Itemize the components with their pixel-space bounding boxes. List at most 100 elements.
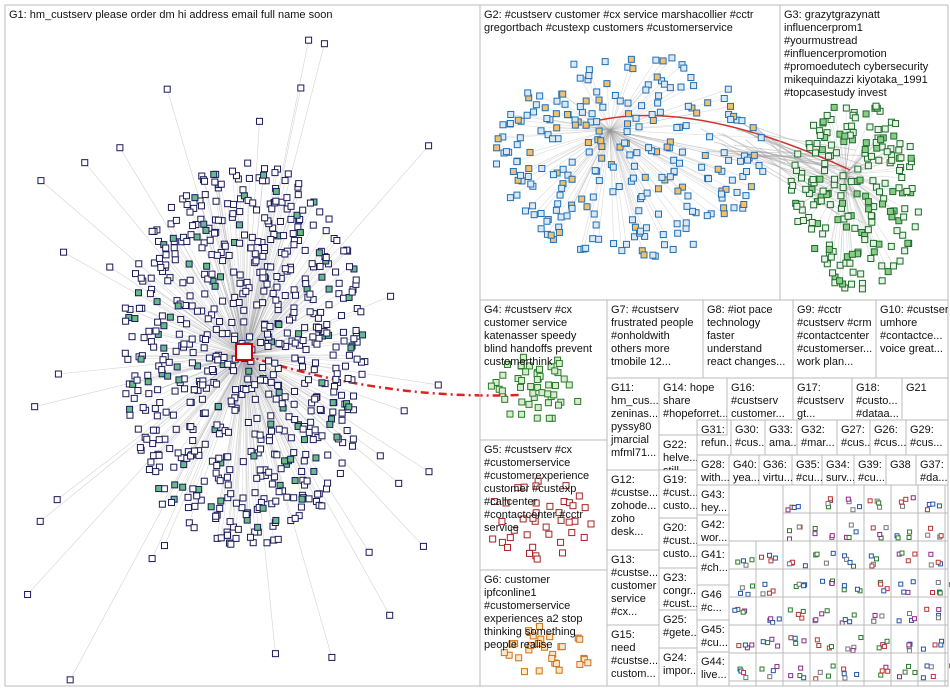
edge [583, 129, 611, 250]
node [172, 347, 180, 355]
node [311, 426, 319, 434]
node [217, 273, 225, 281]
node [740, 609, 746, 615]
node [899, 231, 907, 239]
edge [609, 59, 657, 131]
node [559, 165, 567, 173]
node [271, 650, 279, 658]
node [930, 501, 936, 507]
node [750, 583, 756, 589]
node [152, 327, 160, 335]
edge [609, 95, 616, 131]
node [682, 122, 690, 130]
group-label: #contactcenter #cctr [484, 509, 583, 521]
node [149, 426, 157, 434]
node [266, 322, 274, 330]
edge [609, 129, 741, 162]
node [563, 212, 571, 220]
node [722, 185, 730, 193]
edge [178, 305, 246, 356]
node [316, 262, 324, 270]
node [213, 421, 221, 429]
group-label: #cus... [735, 437, 767, 449]
node [585, 148, 593, 156]
node [358, 370, 366, 378]
node [226, 518, 234, 526]
node [517, 171, 525, 179]
node [825, 152, 833, 160]
group-label: G28: [701, 459, 725, 471]
node [660, 80, 668, 88]
node [626, 151, 634, 159]
node [339, 328, 347, 336]
node [340, 247, 348, 255]
node [868, 218, 876, 226]
node [503, 360, 511, 368]
node [827, 496, 833, 502]
node [903, 496, 909, 502]
node [147, 458, 155, 466]
node [867, 254, 875, 262]
node [516, 383, 524, 391]
node [564, 171, 572, 179]
node [174, 302, 182, 310]
node [652, 56, 660, 64]
node [877, 504, 883, 510]
group-label: katenasser speedy [484, 330, 577, 342]
node [889, 262, 897, 270]
node [267, 263, 275, 271]
node [214, 356, 222, 364]
node [677, 83, 685, 91]
node [273, 451, 281, 459]
node [889, 188, 897, 196]
node [139, 404, 147, 412]
node [898, 581, 904, 587]
node [693, 109, 701, 117]
node [847, 178, 855, 186]
edge [162, 354, 246, 361]
node [839, 183, 847, 191]
node [743, 675, 749, 681]
group-label: G13: [611, 554, 635, 566]
edge [830, 119, 846, 176]
edge [244, 354, 255, 533]
node [938, 642, 944, 648]
node [502, 148, 510, 156]
node [680, 64, 688, 72]
node [31, 403, 39, 411]
node [876, 188, 884, 196]
node [273, 283, 281, 291]
node [841, 583, 847, 589]
node [850, 563, 856, 569]
edge [150, 354, 246, 463]
edge [747, 153, 839, 158]
group-label: tmobile 12... [611, 356, 671, 368]
node [841, 132, 849, 140]
node [245, 174, 253, 182]
node [538, 165, 546, 173]
node [737, 157, 745, 165]
node [914, 208, 922, 216]
node [576, 74, 584, 82]
node [183, 237, 191, 245]
group-label: refun... [701, 437, 735, 449]
node [529, 389, 537, 397]
node [186, 208, 194, 216]
node [174, 449, 182, 457]
node [140, 334, 148, 342]
node [527, 180, 535, 188]
node [851, 612, 857, 618]
node [163, 85, 171, 93]
node [853, 529, 859, 535]
node [742, 192, 750, 200]
edge [176, 300, 246, 356]
node [195, 451, 203, 459]
node [315, 334, 323, 342]
group-label: G12: [611, 474, 635, 486]
node [767, 674, 773, 680]
node [518, 398, 526, 406]
edge [735, 127, 822, 161]
node [232, 172, 240, 180]
node [224, 453, 232, 461]
edge [162, 354, 246, 505]
